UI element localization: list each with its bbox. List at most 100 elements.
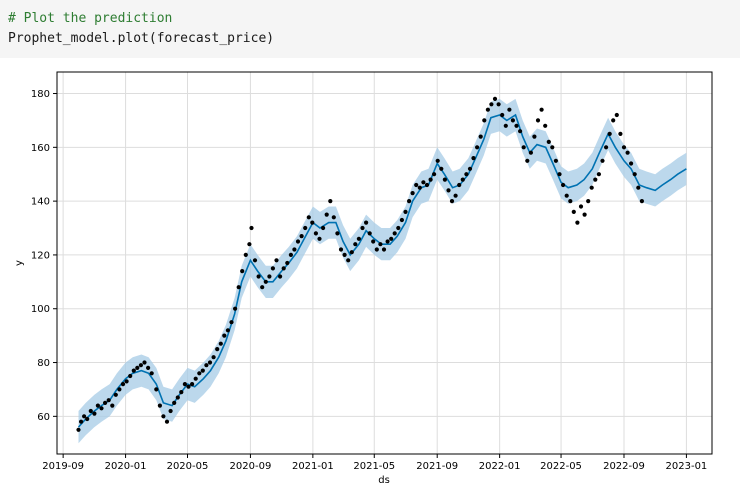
- observed-point: [154, 387, 159, 392]
- observed-point: [182, 382, 187, 387]
- observed-point: [561, 182, 566, 188]
- observed-point: [604, 145, 609, 150]
- y-tick-label: 60: [37, 412, 50, 423]
- observed-point: [120, 382, 126, 387]
- observed-point: [550, 145, 555, 150]
- observed-point: [568, 199, 573, 204]
- observed-point: [233, 306, 238, 311]
- observed-point: [582, 212, 587, 217]
- observed-point: [207, 360, 213, 365]
- observed-point: [614, 112, 619, 118]
- observed-point: [625, 150, 630, 155]
- observed-point: [489, 102, 494, 107]
- x-axis-ticks: 2019-09 2020-01 2020-05 2020-09 2021-01 2021-…: [42, 454, 707, 472]
- observed-point: [88, 408, 93, 414]
- observed-point: [168, 408, 173, 414]
- observed-point: [435, 158, 440, 163]
- observed-point: [142, 360, 147, 365]
- observed-point: [428, 177, 433, 182]
- observed-point: [510, 118, 515, 123]
- observed-point: [288, 252, 293, 257]
- observed-point: [324, 212, 329, 217]
- observed-point: [346, 258, 351, 263]
- observed-point: [528, 150, 534, 155]
- observed-point: [607, 131, 612, 136]
- observed-point: [313, 231, 318, 236]
- observed-point: [249, 225, 254, 231]
- observed-point: [321, 225, 326, 231]
- observed-point: [356, 236, 361, 241]
- observed-point: [492, 96, 498, 101]
- observed-point: [514, 123, 519, 128]
- observed-point: [99, 406, 104, 411]
- observed-point: [135, 365, 140, 370]
- observed-point: [600, 158, 605, 163]
- observed-point: [95, 403, 100, 408]
- observed-point: [303, 225, 308, 231]
- observed-point: [553, 158, 559, 163]
- observed-point: [371, 239, 376, 244]
- y-tick-label: 100: [31, 304, 50, 315]
- observed-point: [229, 320, 234, 325]
- observed-point: [278, 274, 283, 279]
- observed-point: [247, 242, 252, 247]
- observed-point: [464, 172, 469, 177]
- observed-point: [193, 376, 198, 381]
- observed-point: [215, 347, 220, 352]
- observed-point: [149, 371, 154, 376]
- observed-point: [593, 177, 598, 182]
- observed-point: [596, 172, 602, 177]
- observed-point: [407, 199, 412, 204]
- observed-point: [482, 118, 487, 123]
- observed-point: [467, 166, 473, 171]
- plot-background: [0, 58, 740, 492]
- observed-point: [92, 411, 97, 416]
- observed-point: [432, 172, 437, 177]
- y-axis-ticks: 60 80 100 120 140 160 180: [31, 89, 57, 423]
- observed-point: [157, 403, 162, 408]
- observed-point: [161, 414, 166, 419]
- observed-point: [295, 239, 301, 244]
- y-axis-label: y: [14, 260, 25, 266]
- observed-point: [396, 225, 401, 231]
- observed-point: [586, 199, 591, 204]
- observed-point: [421, 180, 426, 185]
- x-tick-label: 2022-09: [603, 461, 645, 472]
- observed-point: [475, 145, 480, 150]
- observed-point: [175, 395, 180, 400]
- observed-point: [186, 384, 191, 389]
- observed-point: [79, 419, 84, 424]
- y-tick-label: 180: [31, 89, 50, 100]
- code-cell[interactable]: # Plot the prediction Prophet_model.plot…: [0, 0, 740, 58]
- observed-point: [338, 247, 344, 252]
- observed-point: [106, 398, 111, 403]
- y-tick-label: 120: [31, 250, 50, 261]
- observed-point: [200, 368, 205, 373]
- observed-point: [328, 199, 333, 204]
- observed-point: [446, 188, 451, 193]
- observed-point: [128, 373, 133, 379]
- observed-point: [381, 247, 387, 252]
- observed-point: [618, 131, 623, 136]
- x-tick-label: 2021-05: [353, 461, 395, 472]
- code-comment: # Plot the prediction: [8, 11, 173, 26]
- observed-point: [353, 242, 358, 247]
- observed-point: [518, 129, 523, 134]
- observed-point: [146, 365, 151, 370]
- observed-point: [240, 269, 245, 274]
- observed-point: [274, 258, 279, 263]
- observed-point: [306, 215, 311, 220]
- x-tick-label: 2023-01: [666, 461, 708, 472]
- observed-point: [267, 274, 272, 279]
- observed-point: [310, 220, 315, 225]
- observed-point: [525, 158, 530, 163]
- observed-point: [263, 279, 268, 284]
- observed-point: [364, 220, 369, 225]
- observed-point: [225, 328, 230, 333]
- observed-point: [82, 414, 87, 419]
- observed-point: [349, 250, 354, 255]
- observed-point: [113, 392, 118, 397]
- observed-point: [496, 102, 501, 107]
- observed-point: [299, 234, 304, 239]
- observed-point: [317, 236, 322, 241]
